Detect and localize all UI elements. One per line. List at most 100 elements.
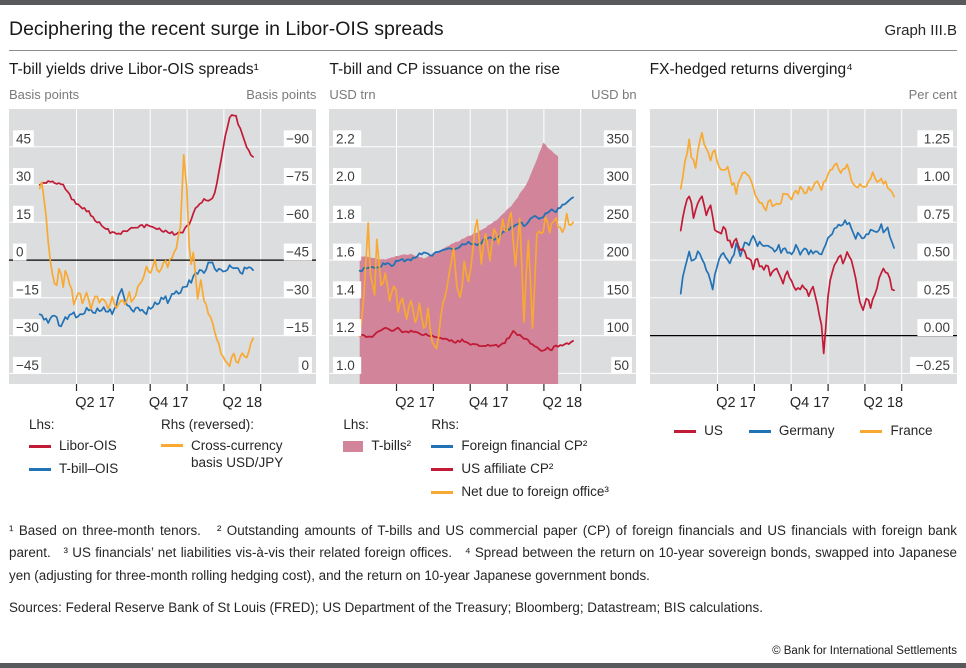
chart-fx-hedged: 1.25 1.00 0.75 0.50 0.25 0.00 −0.25 Q2 17 Q4 17 Q…	[649, 109, 957, 410]
legend-fx-hedged: US Germany France	[650, 423, 957, 440]
unit-left-label: Basis points	[9, 87, 80, 102]
legend-item-label: Libor-OIS	[59, 438, 117, 453]
legend-item-label: Germany	[778, 423, 835, 438]
svg-text:−60: −60	[286, 207, 309, 222]
svg-text:1.8: 1.8	[336, 207, 355, 222]
svg-text:1.25: 1.25	[923, 131, 949, 146]
axis-units-row: Per cent	[650, 87, 957, 103]
legend-item: Libor-OIS	[29, 438, 161, 455]
svg-text:Q2 18: Q2 18	[543, 395, 583, 410]
legend-dash-yellow-icon	[860, 429, 883, 433]
svg-text:0: 0	[16, 245, 24, 260]
legend-item-label: US affiliate CP²	[461, 460, 554, 476]
copyright-line: © Bank for International Settlements	[772, 645, 957, 657]
svg-text:Q2 18: Q2 18	[223, 395, 263, 410]
legend-dash-blue-icon	[748, 429, 771, 433]
legend-item: Germany	[748, 423, 835, 440]
graph-header: Deciphering the recent surge in Libor-OI…	[9, 5, 957, 51]
svg-text:250: 250	[607, 207, 630, 222]
bottom-rule-bar	[0, 663, 966, 668]
svg-text:0.50: 0.50	[923, 245, 949, 260]
legend-item-label: T-bills²	[371, 438, 412, 453]
svg-text:2.0: 2.0	[336, 169, 355, 184]
svg-text:15: 15	[16, 207, 31, 222]
legend-item: Cross-currency basis USD/JPY	[161, 438, 316, 472]
unit-right-label: Per cent	[908, 87, 957, 102]
panels-row: T-bill yields drive Libor-OIS spreads¹ B…	[9, 61, 957, 507]
graph-title: Deciphering the recent surge in Libor-OI…	[9, 18, 444, 40]
svg-text:Q2 18: Q2 18	[863, 395, 903, 410]
svg-text:0.25: 0.25	[923, 282, 949, 297]
legend-item: US	[674, 423, 723, 440]
legend-header: Lhs:	[343, 417, 369, 432]
chart-issuance: 2.2 2.0 1.8 1.6 1.4 1.2 1.0 350 300 250 200 150 100 5…	[329, 109, 637, 410]
unit-right-label: USD bn	[591, 87, 637, 102]
svg-text:−0.25: −0.25	[915, 358, 949, 373]
legend-dash-blue-icon	[29, 467, 51, 471]
legend-item: T-bills²	[343, 438, 431, 455]
svg-text:200: 200	[607, 245, 630, 260]
legend-swatch-pink-icon	[343, 440, 364, 452]
legend-item-label: Net due to foreign office³	[461, 483, 609, 499]
graph-number-label: Graph III.B	[884, 22, 957, 39]
legend-column: Rhs (reversed): Cross-currency basis USD/…	[161, 415, 316, 484]
panel-title: FX-hedged returns diverging⁴	[649, 61, 853, 78]
legend-column: Rhs: Foreign financial CP² US affiliate CP…	[431, 415, 636, 507]
svg-text:−75: −75	[286, 169, 309, 184]
svg-text:1.0: 1.0	[336, 358, 355, 373]
svg-text:0.00: 0.00	[923, 320, 949, 335]
svg-text:Q2 17: Q2 17	[75, 395, 115, 410]
svg-text:50: 50	[614, 358, 629, 373]
panel-title: T-bill yields drive Libor-OIS spreads¹	[9, 61, 259, 78]
svg-text:0: 0	[301, 358, 309, 373]
legend-item: T-bill–OIS	[29, 461, 161, 478]
legend-item: US affiliate CP²	[431, 461, 636, 478]
svg-text:300: 300	[607, 169, 630, 184]
svg-text:30: 30	[16, 169, 31, 184]
legend-dash-blue-icon	[431, 444, 454, 448]
panel-title: T-bill and CP issuance on the rise	[329, 61, 560, 78]
legend-header: Rhs:	[431, 417, 460, 432]
legend-item: Foreign financial CP²	[431, 438, 636, 455]
svg-text:350: 350	[607, 131, 630, 146]
svg-text:−30: −30	[16, 320, 39, 335]
legend-dash-yellow-icon	[431, 490, 454, 494]
panel-fx-hedged: FX-hedged returns diverging⁴ Per cent 1.…	[649, 61, 957, 507]
legend-columns: Lhs: T-bills² Rhs: Foreign financial CP² US …	[329, 415, 636, 507]
svg-text:45: 45	[16, 131, 31, 146]
legend-column: Lhs: T-bills²	[343, 415, 431, 507]
svg-text:150: 150	[607, 282, 630, 297]
svg-text:Q2 17: Q2 17	[396, 395, 436, 410]
svg-text:−90: −90	[286, 131, 309, 146]
svg-text:Q4 17: Q4 17	[149, 395, 189, 410]
legend-item: Net due to foreign office³	[431, 484, 636, 501]
svg-text:1.2: 1.2	[336, 320, 355, 335]
svg-text:1.00: 1.00	[923, 169, 949, 184]
svg-text:Q4 17: Q4 17	[469, 395, 509, 410]
sources-line: Sources: Federal Reserve Bank of St Loui…	[9, 600, 763, 616]
svg-text:−15: −15	[16, 282, 39, 297]
svg-text:Q2 17: Q2 17	[716, 395, 756, 410]
unit-right-label: Basis points	[246, 87, 317, 102]
legend-header: Rhs (reversed):	[161, 417, 255, 432]
svg-text:0.75: 0.75	[923, 207, 949, 222]
legend-item-label: T-bill–OIS	[59, 460, 119, 476]
axis-units-row: USD trn USD bn	[329, 87, 636, 103]
svg-text:1.6: 1.6	[336, 245, 355, 260]
svg-text:100: 100	[607, 320, 630, 335]
legend-dash-yellow-icon	[161, 444, 183, 447]
legend-item-label: France	[890, 423, 933, 438]
legend-issuance: Lhs: T-bills² Rhs: Foreign financial CP² US …	[329, 415, 636, 507]
svg-text:2.2: 2.2	[336, 131, 355, 146]
svg-text:−45: −45	[286, 245, 309, 260]
axis-units-row: Basis points Basis points	[9, 87, 316, 103]
panel-issuance: T-bill and CP issuance on the rise USD t…	[329, 61, 637, 507]
legend-column: Lhs: Libor-OIS T-bill–OIS	[29, 415, 161, 484]
legend-libor-ois: Lhs: Libor-OIS T-bill–OIS Rhs (reversed): Cr…	[9, 415, 316, 484]
svg-text:−30: −30	[286, 282, 309, 297]
legend-dash-red-icon	[29, 444, 51, 448]
legend-columns: Lhs: Libor-OIS T-bill–OIS Rhs (reversed): Cr…	[9, 415, 316, 484]
legend-item-label: Foreign financial CP²	[461, 438, 588, 453]
unit-left-label: USD trn	[329, 87, 376, 102]
legend-dash-red-icon	[674, 429, 697, 433]
